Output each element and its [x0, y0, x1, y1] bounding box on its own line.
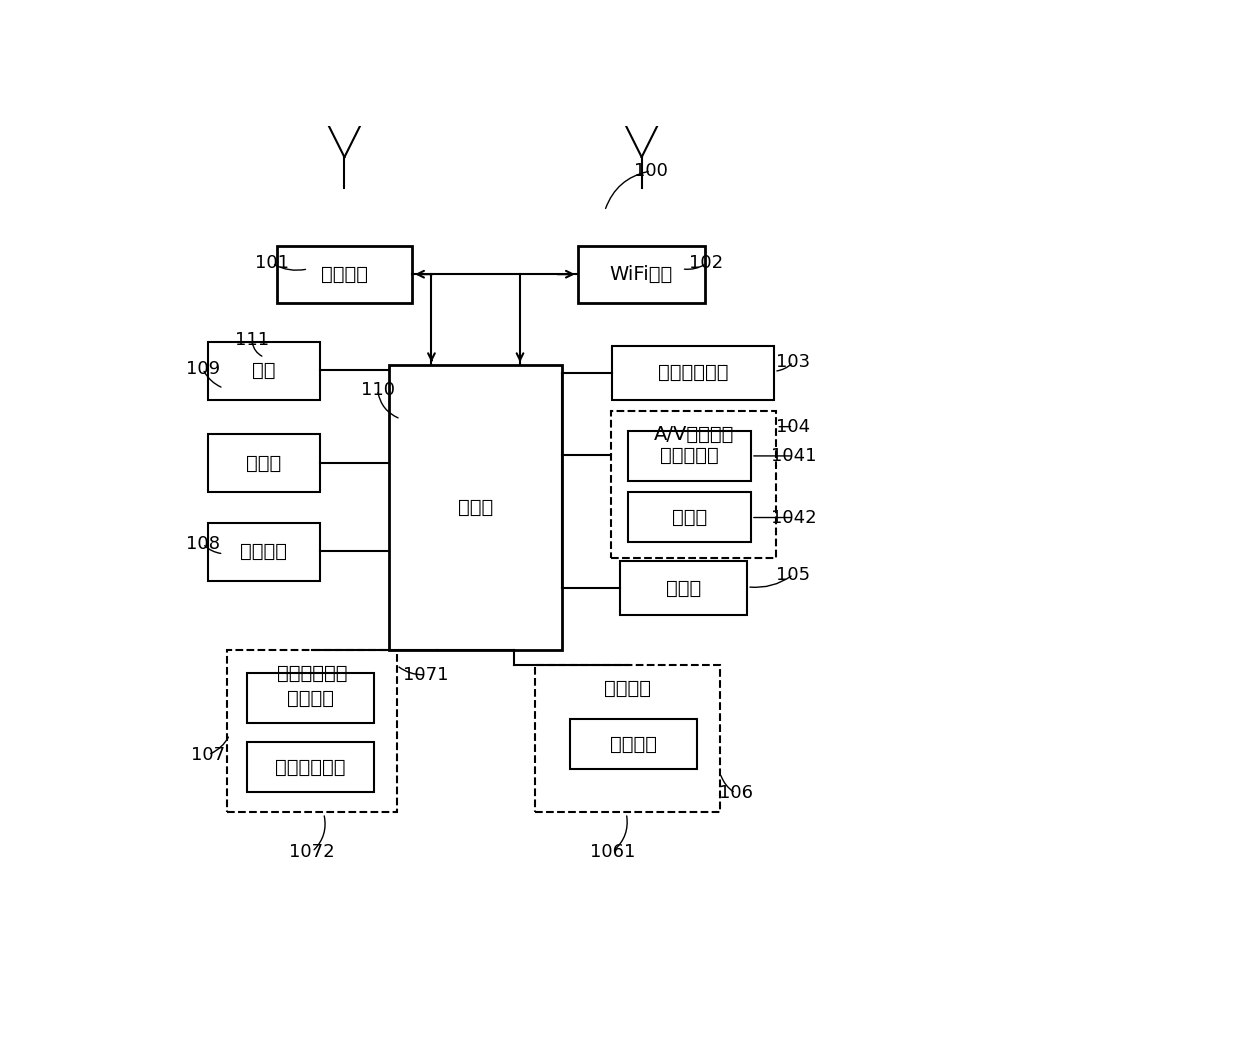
Text: 射频单元: 射频单元	[321, 265, 368, 284]
Bar	[227, 650, 397, 812]
Bar	[536, 665, 720, 812]
Text: 111: 111	[234, 332, 269, 350]
Text: 接口单元: 接口单元	[241, 542, 288, 561]
Text: 100: 100	[634, 162, 668, 180]
Text: 1042: 1042	[770, 509, 816, 526]
Bar	[278, 245, 412, 303]
Text: 107: 107	[191, 746, 226, 763]
Text: 101: 101	[255, 255, 289, 273]
Text: 电源: 电源	[252, 361, 275, 380]
Text: A/V输入单元: A/V输入单元	[653, 425, 734, 444]
Bar	[208, 434, 320, 492]
Bar	[389, 365, 563, 650]
Bar	[578, 245, 704, 303]
Text: 106: 106	[719, 784, 753, 802]
Text: 108: 108	[186, 535, 219, 553]
Bar	[247, 742, 373, 793]
Text: 图形处理器: 图形处理器	[660, 446, 719, 465]
Text: 音频输出单元: 音频输出单元	[658, 363, 729, 382]
Text: 用户输入单元: 用户输入单元	[277, 663, 347, 682]
Text: 104: 104	[776, 418, 811, 436]
Text: 其他输入设备: 其他输入设备	[275, 758, 346, 777]
Text: WiFi模块: WiFi模块	[610, 265, 673, 284]
Text: 处理器: 处理器	[458, 498, 494, 517]
Text: 110: 110	[361, 381, 394, 399]
Text: 105: 105	[776, 565, 811, 583]
Text: 1072: 1072	[289, 842, 335, 860]
Bar	[613, 345, 774, 400]
Text: 显示面板: 显示面板	[610, 735, 657, 754]
Bar	[208, 523, 320, 580]
Bar	[627, 492, 751, 542]
Text: 传感器: 传感器	[666, 579, 702, 598]
Bar	[611, 412, 776, 557]
Text: 存储器: 存储器	[247, 454, 281, 473]
Text: 1061: 1061	[590, 842, 635, 860]
Text: 1071: 1071	[403, 665, 449, 683]
Text: 触控面板: 触控面板	[286, 689, 334, 708]
Bar	[627, 431, 751, 480]
Bar	[208, 342, 320, 400]
Text: 1041: 1041	[770, 446, 816, 465]
Bar	[620, 561, 748, 615]
Text: 109: 109	[186, 360, 219, 378]
Text: 103: 103	[776, 353, 811, 371]
Text: 显示单元: 显示单元	[604, 679, 651, 698]
Text: 麦克风: 麦克风	[672, 508, 707, 526]
Text: 102: 102	[689, 255, 723, 273]
Bar	[570, 719, 697, 770]
Bar	[247, 673, 373, 723]
